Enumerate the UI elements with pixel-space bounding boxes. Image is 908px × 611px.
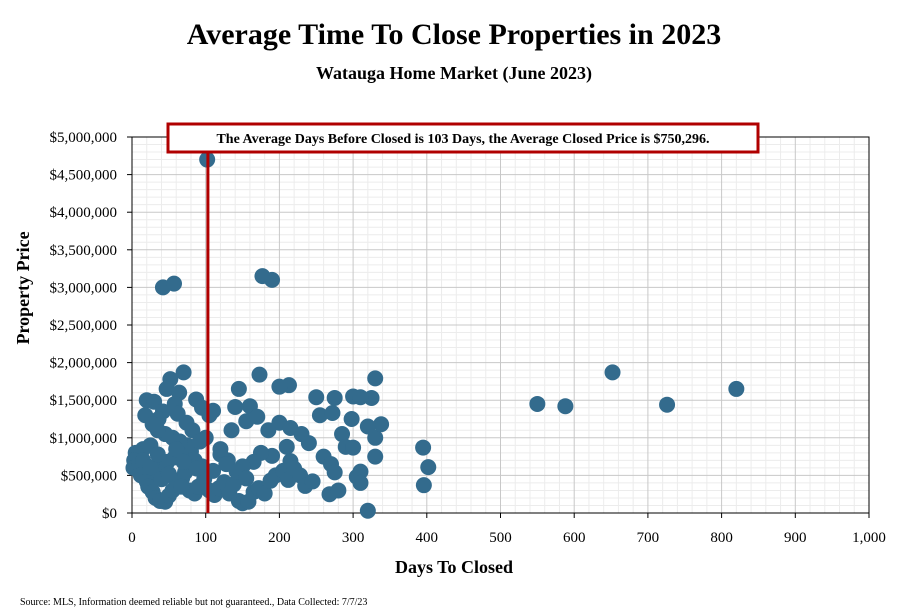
data-point [359, 418, 376, 435]
data-point [367, 448, 384, 465]
data-point [728, 380, 745, 397]
data-point [330, 482, 347, 499]
x-tick-label: 200 [268, 530, 291, 546]
x-tick-label: 300 [342, 530, 365, 546]
data-point [352, 389, 369, 406]
x-tick-label: 100 [194, 530, 217, 546]
data-point [142, 459, 159, 476]
data-point [149, 446, 166, 463]
source-note: Source: MLS, Information deemed reliable… [20, 597, 368, 608]
data-point [227, 398, 244, 415]
annotation-box-frame [166, 122, 760, 154]
data-point [352, 463, 369, 480]
data-point [175, 364, 192, 381]
y-tick-label: $2,000,000 [50, 356, 118, 372]
data-point [557, 398, 574, 415]
y-axis-title: Property Price [13, 231, 33, 344]
x-tick-label: 700 [637, 530, 660, 546]
data-point [420, 459, 437, 476]
data-point [144, 416, 161, 433]
data-point [334, 426, 351, 443]
data-point [373, 416, 390, 433]
data-point [271, 378, 288, 395]
y-tick-label: $2,500,000 [50, 318, 118, 334]
chart-subtitle: Watauga Home Market (June 2023) [316, 63, 592, 83]
data-point [326, 389, 343, 406]
data-point [367, 370, 384, 387]
data-point [249, 408, 266, 425]
data-point [184, 422, 201, 439]
x-tick-label: 900 [784, 530, 807, 546]
data-point [238, 470, 255, 487]
annotation-text: The Average Days Before Closed is 103 Da… [216, 132, 709, 147]
data-point [311, 407, 328, 424]
x-tick-label: 600 [563, 530, 586, 546]
data-point [529, 395, 546, 412]
y-tick-label: $0 [102, 506, 117, 522]
data-point [158, 380, 175, 397]
data-point [256, 485, 273, 502]
data-point [160, 465, 177, 482]
y-tick-label: $500,000 [61, 468, 117, 484]
data-point [251, 366, 268, 383]
data-point [166, 275, 183, 292]
data-point [212, 441, 229, 458]
data-points [125, 151, 745, 519]
data-point [352, 474, 369, 491]
x-axis-title: Days To Closed [395, 557, 513, 577]
y-tick-label: $4,500,000 [50, 168, 118, 184]
y-tick-label: $5,000,000 [50, 130, 118, 146]
data-point [260, 422, 277, 439]
data-point [188, 460, 205, 477]
data-point [175, 453, 192, 470]
data-point [359, 502, 376, 519]
data-point [308, 389, 325, 406]
data-point [304, 473, 321, 490]
y-tick-label: $4,000,000 [50, 205, 118, 221]
tick-labels: 0 100 200 300 400 500 600 700 800 900 1,000 $0 $500,… [50, 130, 886, 546]
data-point [278, 438, 295, 455]
grid-layer [132, 137, 869, 513]
x-tick-label: 400 [416, 530, 439, 546]
data-point [300, 435, 317, 452]
y-tick-label: $1,500,000 [50, 393, 118, 409]
x-tick-label: 800 [710, 530, 733, 546]
data-point [604, 364, 621, 381]
annotation-box: The Average Days Before Closed is 103 Da… [166, 122, 760, 154]
data-point [169, 405, 186, 422]
data-point [223, 422, 240, 439]
chart-title: Average Time To Close Properties in 2023 [186, 18, 722, 51]
data-point [326, 464, 343, 481]
data-point [173, 478, 190, 495]
data-point [367, 429, 384, 446]
data-point [345, 439, 362, 456]
data-point [225, 476, 242, 493]
x-tick-label: 0 [128, 530, 136, 546]
data-point [324, 404, 341, 421]
data-point [343, 411, 360, 427]
x-tick-label: 500 [489, 530, 512, 546]
data-point [415, 439, 432, 456]
x-tick-label: 1,000 [852, 530, 886, 546]
data-point [659, 396, 676, 413]
data-point [415, 477, 432, 494]
y-tick-label: $1,000,000 [50, 431, 118, 447]
data-point [168, 441, 185, 458]
y-tick-label: $3,000,000 [50, 280, 118, 296]
data-point [264, 271, 281, 288]
data-point [191, 433, 208, 450]
data-point [230, 380, 247, 397]
y-tick-label: $3,500,000 [50, 243, 118, 259]
